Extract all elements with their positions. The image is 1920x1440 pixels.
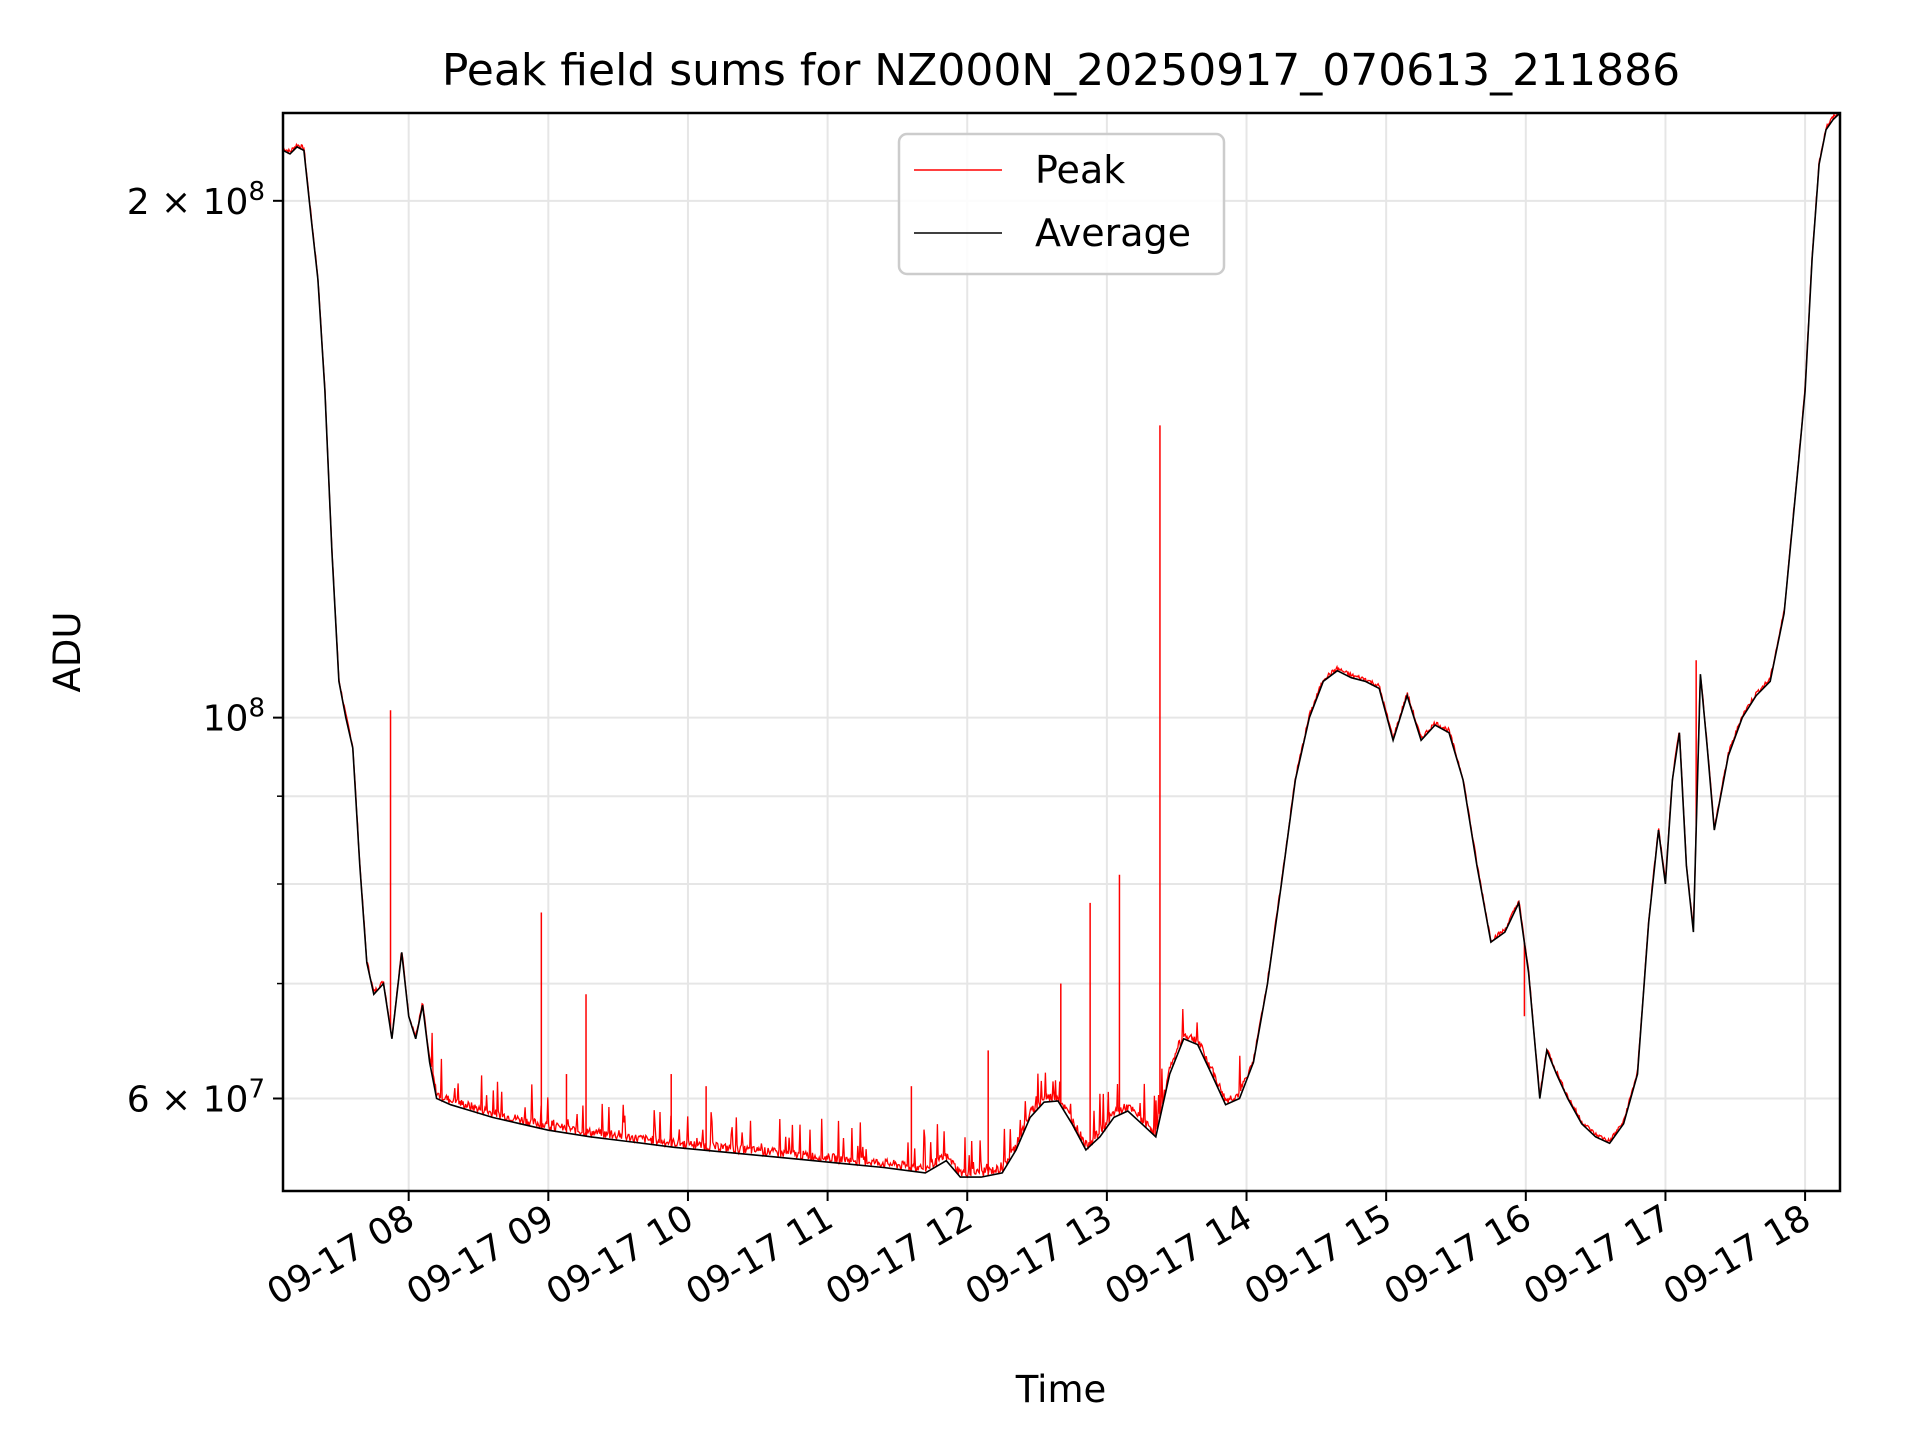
y-axis-label: ADU — [46, 612, 89, 693]
y-axis-ticks: 6 × 107 108 2 × 108 — [127, 177, 283, 1121]
plot-frame — [281, 111, 1842, 1193]
series-layer — [282, 112, 1841, 1179]
y-tick-label: 2 × 108 — [127, 177, 265, 223]
x-axis-label: Time — [1015, 1368, 1107, 1411]
y-tick-label: 108 — [203, 694, 265, 740]
y-tick-label: 6 × 107 — [127, 1075, 265, 1121]
legend: Peak Average — [897, 132, 1226, 276]
legend-box — [897, 132, 1226, 276]
legend-average-label: Average — [1035, 211, 1191, 255]
legend-peak-label: Peak — [1035, 148, 1125, 192]
chart-title: Peak field sums for NZ000N_20250917_0706… — [442, 45, 1680, 96]
average-series-line — [282, 112, 1841, 1178]
